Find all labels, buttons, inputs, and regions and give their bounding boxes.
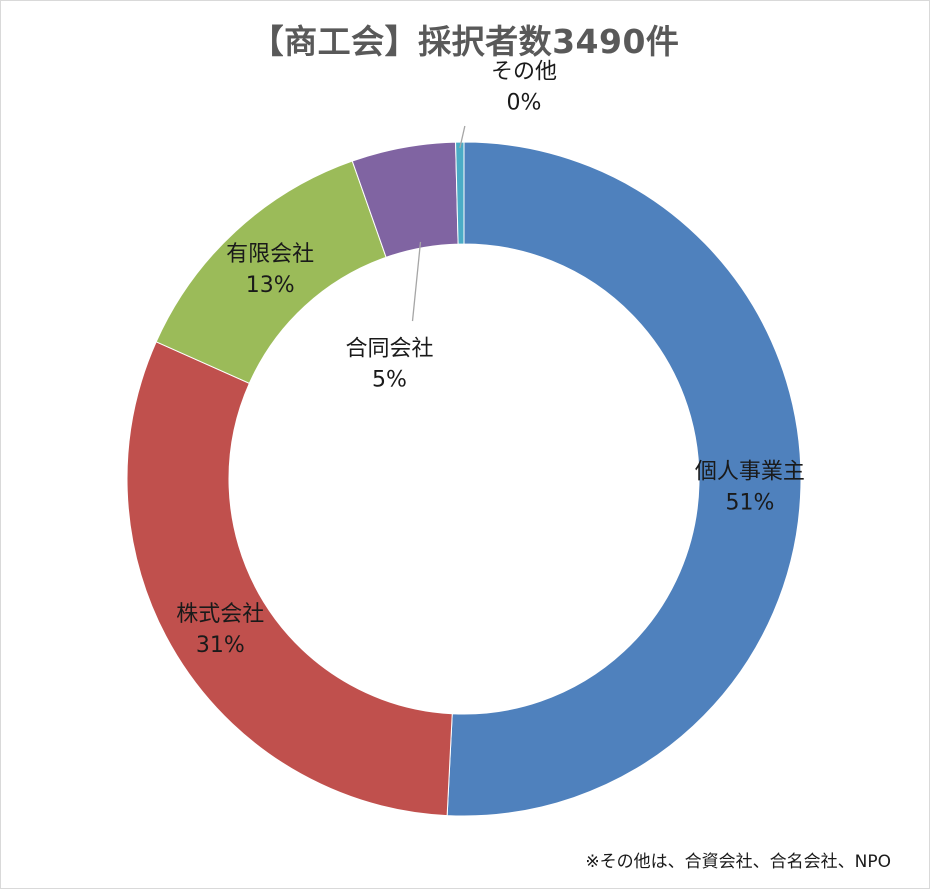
donut-slice-1 [446, 141, 802, 817]
donut-slice-5 [455, 141, 465, 245]
leader-line-5 [459, 125, 466, 149]
slice-label-name-3: 有限会社 [226, 242, 314, 267]
footnote: ※その他は、合資会社、合名会社、NPO [585, 852, 891, 872]
slice-label-value-4: 5% [372, 368, 407, 393]
leader-line-4 [411, 241, 422, 322]
donut-slices [126, 141, 802, 817]
slice-label-value-3: 13% [246, 273, 295, 298]
slice-label-value-5: 0% [507, 91, 542, 116]
slice-label-name-4: 合同会社 [345, 337, 433, 362]
slice-label-name-5: その他 [491, 60, 557, 85]
slice-label-name-1: 個人事業主 [695, 460, 805, 485]
slice-label-value-2: 31% [196, 633, 245, 658]
slice-labels: 個人事業主 51% 株式会社 31% 有限会社 13% 合同会社 5% その他 0% [176, 60, 805, 659]
donut-slice-2 [126, 341, 453, 817]
slice-label-value-1: 51% [725, 491, 774, 516]
leader-lines [411, 125, 466, 322]
slice-label-name-2: 株式会社 [176, 602, 264, 627]
chart-title: 【商工会】採択者数3490件 [250, 22, 680, 61]
